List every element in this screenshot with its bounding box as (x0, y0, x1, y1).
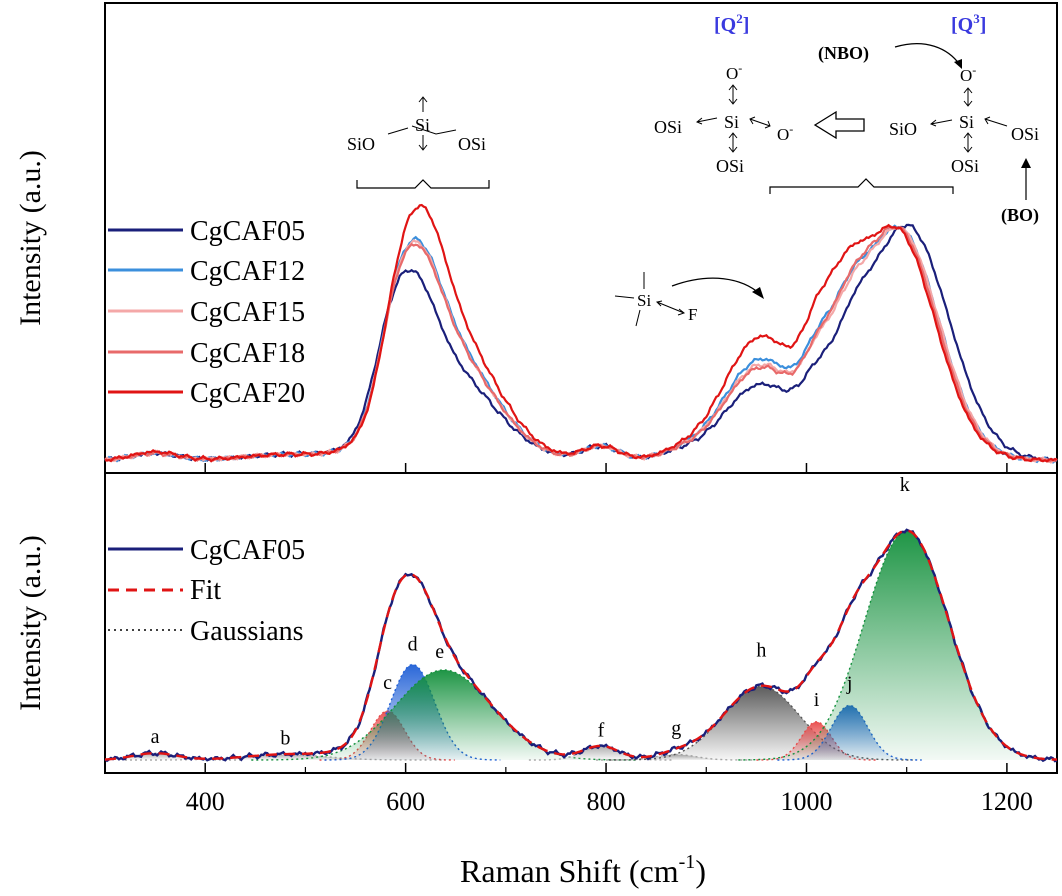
gaussian-fill-e (251, 670, 637, 760)
peak-label-c: c (383, 672, 392, 694)
legend-label-cgcaf15: CgCAF15 (190, 297, 305, 328)
q3-o-top: O- (960, 63, 976, 85)
peak-label-g: g (671, 718, 681, 740)
gaussian-components (104, 530, 1057, 761)
legend-label-cgcaf12: CgCAF12 (190, 256, 305, 287)
q-bracket (769, 178, 954, 194)
q3-label: [Q3] (951, 11, 986, 36)
bend-arrows (387, 96, 457, 151)
sif-bonds (614, 272, 686, 327)
peak-label-e: e (435, 641, 444, 663)
x-tick-label-600: 600 (386, 787, 425, 816)
peak-label-h: h (756, 639, 766, 661)
peak-labels: a b cd e f g h i j k (151, 474, 910, 750)
sif-si: Si (637, 291, 651, 310)
q3-arrows (930, 87, 1008, 153)
peak-label-i: i (814, 689, 820, 711)
q3-sio: SiO (889, 119, 917, 139)
sif-f: F (688, 305, 697, 324)
peak-label-k: k (900, 474, 910, 496)
bottom-y-axis-label: Intensity (a.u.) (14, 535, 47, 711)
q2-arrows (696, 84, 771, 153)
q3-osi-bottom: OSi (951, 156, 979, 176)
nbo-label: (NBO) (818, 43, 869, 64)
nbo-arrow-head (954, 59, 962, 69)
q2-o-right: O- (777, 122, 793, 144)
q2-structure: [Q2] O- Si OSi O- OSi (654, 11, 793, 176)
legend-label-cgcaf20: CgCAF20 (190, 378, 305, 409)
peak-label-a: a (151, 726, 160, 748)
sif-arrow-head (752, 287, 764, 299)
x-tick-label-1200: 1200 (981, 787, 1033, 816)
legend-label-cgcaf18: CgCAF18 (190, 338, 305, 369)
depolymerization-arrow (813, 110, 865, 140)
bottom-panel-frame (104, 472, 1058, 774)
bend-bracket (356, 179, 490, 189)
peak-label-d: d (408, 634, 418, 656)
q2-o-top: O- (726, 61, 742, 83)
bend-osi: OSi (458, 134, 486, 154)
top-y-axis-label: Intensity (a.u.) (14, 150, 47, 326)
sif-arrow-curve (671, 277, 761, 295)
legend-label-cgcaf05: CgCAF05 (190, 216, 305, 247)
x-axis-ticks: 400 600 800 1000 1200 (104, 463, 1033, 816)
gaussian-fill-k (738, 530, 1057, 760)
q2-label: [Q2] (714, 11, 749, 36)
q2-si: Si (724, 112, 739, 132)
nbo-arrow-curve (894, 43, 961, 66)
top-legend: CgCAF05 CgCAF12 CgCAF15 CgCAF18 CgCAF20 (108, 216, 305, 409)
gaussian-outline-c (319, 710, 455, 761)
bending-structure: Si SiO OSi (347, 96, 490, 189)
q3-osi-right: OSi (1011, 124, 1039, 144)
gaussian-fill-h (609, 686, 914, 760)
legend-label-gaussians: Gaussians (190, 616, 304, 647)
legend-label-fit: Fit (190, 575, 221, 606)
bo-arrow-head (1021, 158, 1031, 168)
bottom-legend: CgCAF05 Fit Gaussians (108, 535, 305, 647)
x-axis-label: Raman Shift (cm-1) (460, 851, 706, 889)
legend-label-data: CgCAF05 (190, 535, 305, 566)
fit-line (104, 529, 1058, 761)
x-tick-label-1000: 1000 (780, 787, 832, 816)
gaussian-fill-f (528, 746, 674, 760)
x-tick-label-400: 400 (186, 787, 225, 816)
sif-structure: Si F (614, 272, 764, 327)
q3-si: Si (959, 112, 974, 132)
peak-label-f: f (598, 719, 605, 741)
peak-label-j: j (846, 673, 853, 695)
bottom-plot-lines (104, 528, 1058, 763)
series-line-cgcaf20 (104, 203, 1058, 463)
q2-osi-bottom: OSi (716, 156, 744, 176)
structure-annotations: Si SiO OSi [Q2] O- Si OSi O- OSi [Q3] (N… (347, 11, 1039, 327)
bo-label: (BO) (1001, 205, 1039, 226)
peak-label-b: b (280, 728, 290, 750)
q3-structure: [Q3] (NBO) O- Si SiO OSi OSi (BO) (769, 11, 1039, 226)
bend-sio: SiO (347, 134, 375, 154)
q2-osi-left: OSi (654, 117, 682, 137)
bend-si: Si (415, 115, 430, 135)
gaussian-fill-b (125, 754, 446, 760)
x-tick-label-800: 800 (587, 787, 626, 816)
top-plot-area (104, 203, 1058, 464)
